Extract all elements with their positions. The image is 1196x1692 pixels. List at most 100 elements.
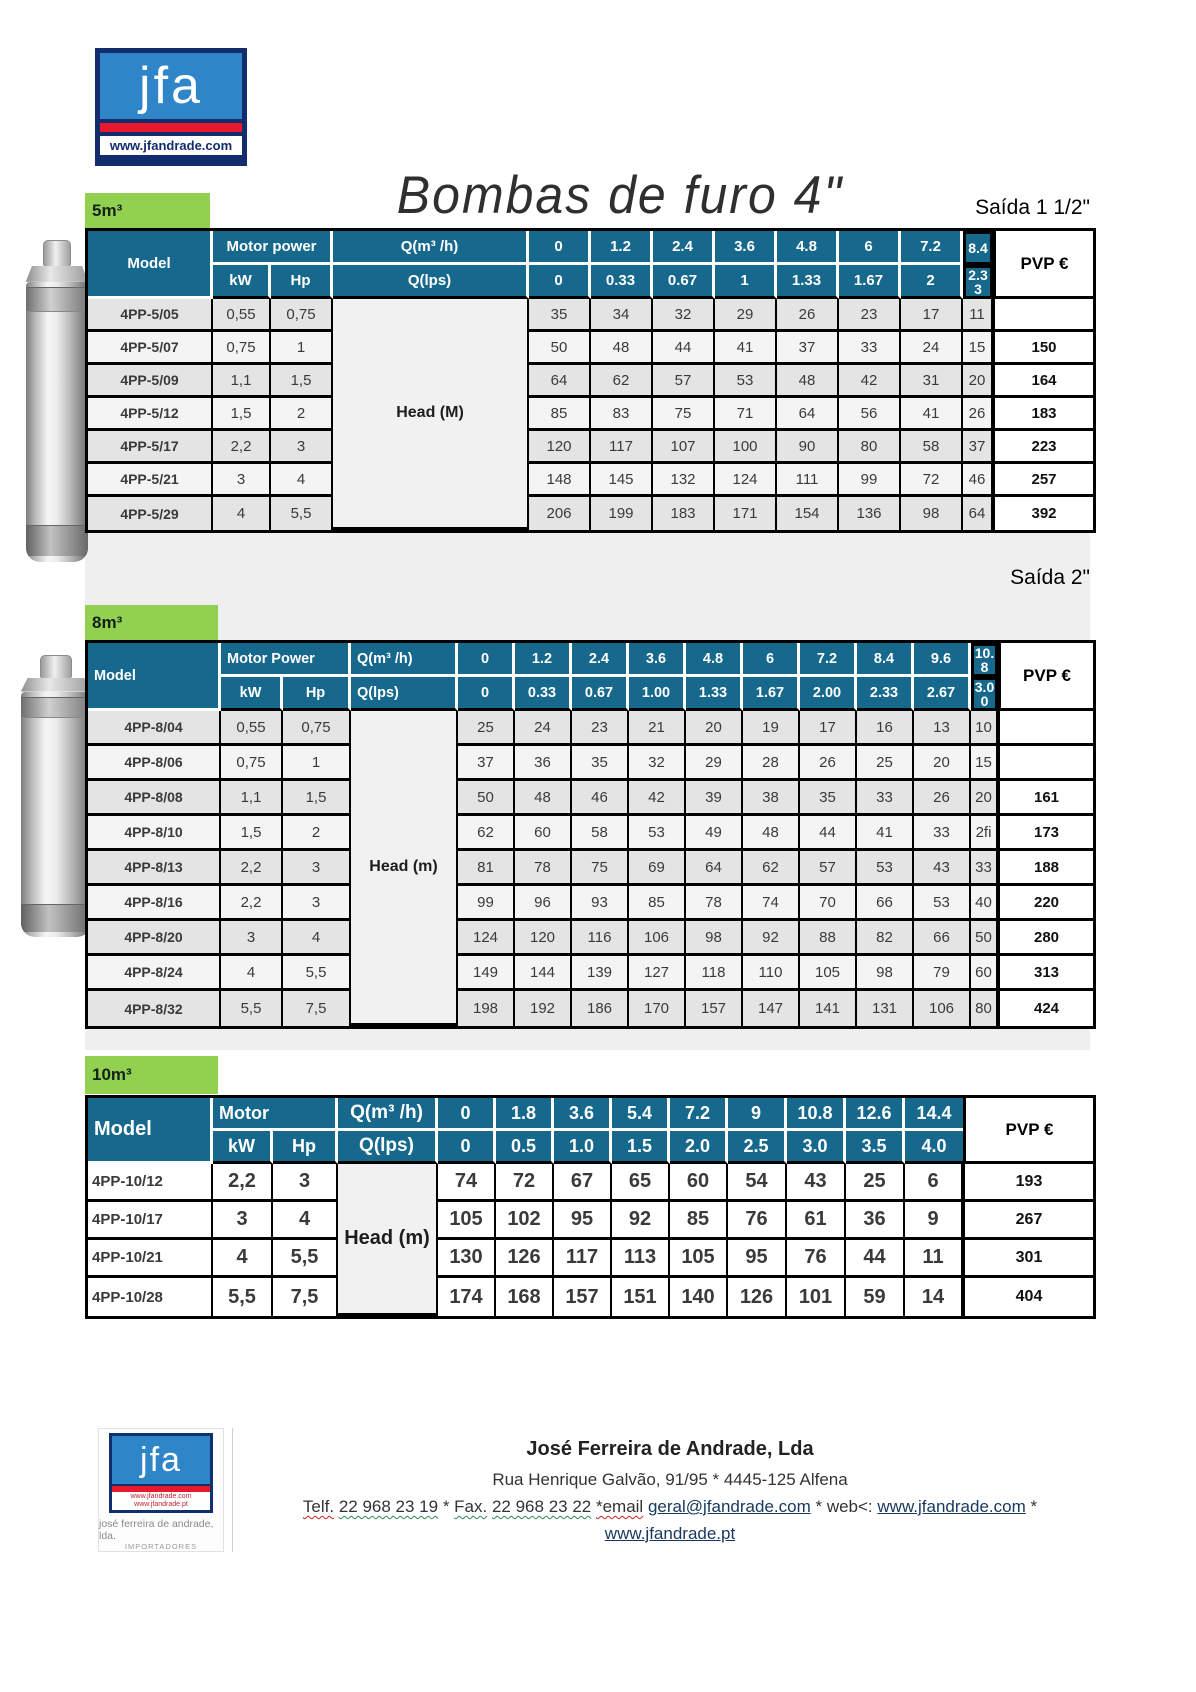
table-row: 4PP-8/04 0,55 0,75 Head (m) 25 24 23 21 20 19 17 16… — [88, 711, 1093, 1026]
capacity-label-10m3: 10m³ — [85, 1056, 218, 1094]
head-value-cell: 25 — [458, 711, 515, 746]
table-row: 4PP-8/06 0,75 1 37 36 35 32 29 28 26 25 20 15 — [88, 746, 1093, 781]
head-value-cell: 92 — [612, 1202, 670, 1240]
table-row: 4PP-10/17 3 4 105 102 95 92 85 76 61 36 9 267 — [88, 1202, 1093, 1240]
head-value-cell: 35 — [529, 299, 591, 332]
model-cell: 4PP-8/20 — [88, 921, 221, 956]
head-value-cell: 53 — [857, 851, 914, 886]
fax-label: Fax. — [454, 1497, 488, 1516]
head-value-cell: 136 — [839, 497, 901, 530]
head-value-cell: 174 — [438, 1278, 496, 1316]
head-value-cell: 82 — [857, 921, 914, 956]
kw-cell: 4 — [221, 956, 283, 991]
head-value-cell: 78 — [515, 851, 572, 886]
head-value-cell: 101 — [787, 1278, 846, 1316]
separator: * — [442, 1497, 450, 1516]
head-value-cell: 20 — [971, 781, 998, 816]
lps-header-cell: 0.67 — [572, 677, 629, 711]
flow-header-cell: 9 — [728, 1098, 787, 1131]
flow-header-cell: 2.4 — [572, 643, 629, 677]
model-column-header: Model — [88, 1098, 213, 1164]
head-value-cell: 11 — [905, 1240, 963, 1278]
head-value-cell: 100 — [715, 431, 777, 464]
separator: * — [1030, 1497, 1038, 1516]
head-value-cell: 53 — [715, 365, 777, 398]
lps-header-cell: 2.33 — [963, 265, 993, 299]
head-value-cell: 29 — [686, 746, 743, 781]
head-value-cell: 25 — [857, 746, 914, 781]
company-name: José Ferreira de Andrade, Lda — [526, 1438, 814, 1460]
hp-cell: 4 — [283, 921, 351, 956]
head-value-cell: 66 — [914, 921, 971, 956]
flow-header-cell: 0 — [458, 643, 515, 677]
kw-header: kW — [213, 1131, 273, 1164]
flow-header-cell: 12.6 — [846, 1098, 905, 1131]
flow-header-cell: 0 — [529, 231, 591, 265]
head-value-cell: 88 — [800, 921, 857, 956]
model-cell: 4PP-8/04 — [88, 711, 221, 746]
kw-cell: 1,1 — [213, 365, 271, 398]
lps-header-cell: 0.33 — [515, 677, 572, 711]
lps-header-cell: 0 — [438, 1131, 496, 1164]
kw-cell: 1,1 — [221, 781, 283, 816]
price-cell: 313 — [998, 956, 1093, 991]
head-value-cell: 57 — [653, 365, 715, 398]
head-value-cell: 60 — [670, 1164, 728, 1202]
head-value-cell: 62 — [743, 851, 800, 886]
head-value-cell: 85 — [670, 1202, 728, 1240]
lps-header-cell: 2.67 — [914, 677, 971, 711]
head-value-cell: 78 — [686, 886, 743, 921]
flow-header-cell: 5.4 — [612, 1098, 670, 1131]
flow-header-cell: 10.8 — [787, 1098, 846, 1131]
motor-power-header: Motor — [213, 1098, 338, 1131]
lps-header-cell: 3.5 — [846, 1131, 905, 1164]
kw-cell: 0,55 — [221, 711, 283, 746]
head-value-cell: 92 — [743, 921, 800, 956]
head-value-cell: 41 — [857, 816, 914, 851]
head-value-cell: 48 — [515, 781, 572, 816]
head-value-cell: 23 — [839, 299, 901, 332]
head-value-cell: 127 — [629, 956, 686, 991]
kw-cell: 4 — [213, 497, 271, 530]
table-row: 4PP-8/10 1,5 2 62 60 58 53 49 48 44 41 33 2fi 173 — [88, 816, 1093, 851]
flow-header-cell: 1.2 — [591, 231, 653, 265]
head-value-cell: 33 — [857, 781, 914, 816]
head-value-cell: 48 — [743, 816, 800, 851]
site-link[interactable]: www.jfandrade.pt — [604, 1524, 736, 1543]
model-cell: 4PP-10/21 — [88, 1240, 213, 1278]
phone-label: Telf. — [302, 1497, 335, 1516]
lps-header-cell: 3.00 — [971, 677, 998, 711]
footer-logo-url-1: www.jfandrade.com — [130, 1493, 192, 1500]
head-value-cell: 96 — [515, 886, 572, 921]
head-value-cell: 117 — [591, 431, 653, 464]
head-value-cell: 131 — [857, 991, 914, 1026]
kw-cell: 1,5 — [221, 816, 283, 851]
head-value-cell: 54 — [728, 1164, 787, 1202]
head-value-cell: 37 — [963, 431, 993, 464]
flow-header-cell: 3.6 — [554, 1098, 612, 1131]
head-value-cell: 48 — [777, 365, 839, 398]
head-value-cell: 56 — [839, 398, 901, 431]
flow-header-cell: 1.8 — [496, 1098, 554, 1131]
email-link[interactable]: geral@jfandrade.com — [647, 1497, 811, 1516]
model-cell: 4PP-10/17 — [88, 1202, 213, 1240]
head-value-cell: 171 — [715, 497, 777, 530]
head-value-cell: 59 — [846, 1278, 905, 1316]
head-value-cell: 35 — [800, 781, 857, 816]
head-value-cell: 75 — [572, 851, 629, 886]
website-link[interactable]: www.jfandrade.com — [877, 1497, 1026, 1516]
head-value-cell: 37 — [458, 746, 515, 781]
head-value-cell: 20 — [914, 746, 971, 781]
email-label: *email — [595, 1497, 644, 1516]
flow-header-cell: 6 — [743, 643, 800, 677]
head-value-cell: 105 — [670, 1240, 728, 1278]
head-value-cell: 26 — [777, 299, 839, 332]
head-span-cell: Head (m) — [351, 711, 458, 1026]
head-value-cell: 149 — [458, 956, 515, 991]
lps-header-cell: 0.33 — [591, 265, 653, 299]
flow-header-cell: 7.2 — [670, 1098, 728, 1131]
head-value-cell: 28 — [743, 746, 800, 781]
head-value-cell: 60 — [971, 956, 998, 991]
head-value-cell: 48 — [591, 332, 653, 365]
head-value-cell: 80 — [839, 431, 901, 464]
